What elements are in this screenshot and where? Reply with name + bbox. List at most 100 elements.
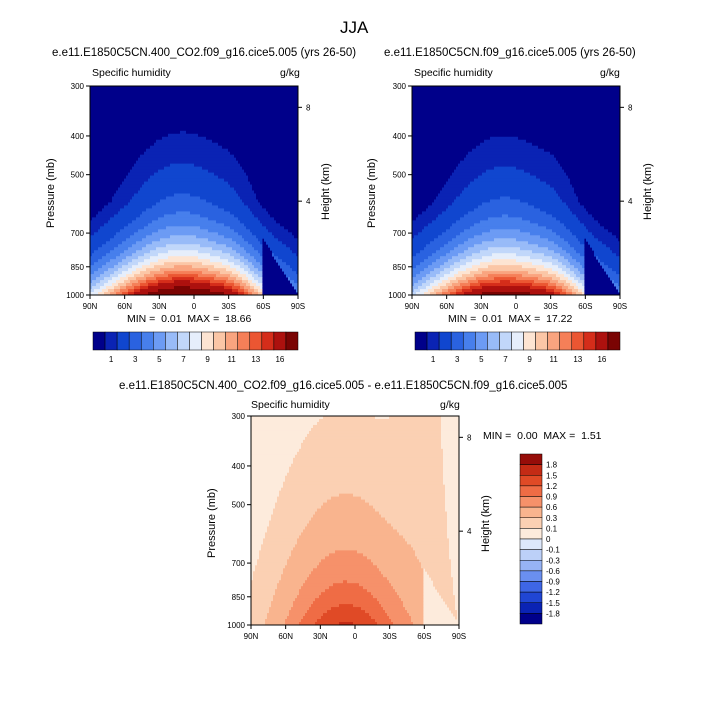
panel1-ytick-500: 500: [71, 171, 85, 180]
panel3-colorbar-label--0.1: -0.1: [546, 546, 560, 555]
panel2-colorbar-box: [548, 332, 560, 350]
panel2-colorbar-box: [415, 332, 427, 350]
panel2-colorbar-label-1: 1: [431, 355, 436, 364]
panel3-xtick-30N: 30N: [313, 632, 328, 641]
panel2-colorbar-box: [451, 332, 463, 350]
panel3-chart: 90N 60N 30N 0 30S 60S 90S300400500700850100084…: [227, 412, 560, 641]
panel3-ytick-1000: 1000: [227, 621, 245, 630]
panel3-ytick-500: 500: [232, 501, 246, 510]
panel2-colorbar-label-13: 13: [573, 355, 582, 364]
panel3-minmax: MIN = 0.00 MAX = 1.51: [483, 430, 602, 442]
panel3-colorbar-box: [520, 486, 542, 497]
panel2-max-label: MAX =: [508, 313, 540, 325]
panel1-ytick-300: 300: [71, 82, 85, 91]
panel1-minmax: MIN = 0.01 MAX = 18.66: [127, 313, 251, 325]
panel1-min-value: 0.01: [161, 313, 181, 325]
panel2-min-value: 0.01: [482, 313, 502, 325]
panel1-colorbar-box: [274, 332, 286, 350]
panel3-xtick-60S: 60S: [417, 632, 431, 641]
panel3-rtick-4: 4: [467, 527, 472, 536]
panel1-colorbar-label-7: 7: [181, 355, 186, 364]
panel2-colorbar-label-16: 16: [597, 355, 606, 364]
panel1-xtick-30S: 30S: [222, 302, 236, 311]
panel3-colorbar-label-0: 0: [546, 535, 551, 544]
panel1-xtick-30N: 30N: [152, 302, 167, 311]
panel1-colorbar-box: [177, 332, 189, 350]
panel1-xtick-0: 0: [192, 302, 197, 311]
panel3-ytick-850: 850: [232, 593, 246, 602]
panel1-colorbar-label-11: 11: [228, 355, 237, 364]
panel2-colorbar-label-5: 5: [479, 355, 484, 364]
panel1-colorbar-box: [250, 332, 262, 350]
panel1-xtick-60S: 60S: [256, 302, 270, 311]
panel1-xtick-90S: 90S: [291, 302, 305, 311]
panel3-ytick-400: 400: [232, 462, 246, 471]
panel2-ytick-700: 700: [393, 229, 407, 238]
panel3-max-value: 1.51: [581, 430, 601, 442]
panel1-colorbar-box: [93, 332, 105, 350]
panel1-colorbar-box: [189, 332, 201, 350]
panel2-colorbar-box: [499, 332, 511, 350]
panel2-rtick-8: 8: [628, 103, 633, 112]
panel2-colorbar-box: [463, 332, 475, 350]
panel3-colorbar-label--0.6: -0.6: [546, 567, 560, 576]
panel3-colorbar-box: [520, 613, 542, 624]
panel2-xtick-60N: 60N: [439, 302, 454, 311]
panel1-colorbar-box: [153, 332, 165, 350]
panel3-colorbar-box: [520, 603, 542, 614]
panel2-colorbar-box: [475, 332, 487, 350]
panel2-xtick-60S: 60S: [578, 302, 592, 311]
panel3-ytick-300: 300: [232, 412, 246, 421]
panel2-rtick-4: 4: [628, 197, 633, 206]
panel2-colorbar-box: [427, 332, 439, 350]
panel2-min-label: MIN =: [448, 313, 476, 325]
panel1-colorbar-box: [286, 332, 298, 350]
panel3-left-label: Specific humidity: [251, 399, 330, 411]
panel1-colorbar-label-1: 1: [109, 355, 114, 364]
panel3-min-label: MIN =: [483, 430, 511, 442]
panel3-colorbar-label--1.2: -1.2: [546, 588, 560, 597]
panel3-colorbar-label-1.8: 1.8: [546, 461, 558, 470]
panel2-colorbar-box: [511, 332, 523, 350]
panel3-colorbar-label-0.1: 0.1: [546, 524, 558, 533]
panel2-ylabel-right: Height (km): [642, 163, 654, 220]
panel2-colorbar-label-11: 11: [550, 355, 559, 364]
panel2-colorbar-box: [572, 332, 584, 350]
panel3-colorbar-label-0.6: 0.6: [546, 503, 558, 512]
panel2-ytick-1000: 1000: [388, 291, 406, 300]
panel2-xtick-0: 0: [514, 302, 519, 311]
panel1-colorbar-box: [141, 332, 153, 350]
panel2-ytick-300: 300: [393, 82, 407, 91]
panel1-max-label: MAX =: [187, 313, 219, 325]
panel1-colorbar-box: [202, 332, 214, 350]
panel1-colorbar-box: [165, 332, 177, 350]
panel3-ytick-700: 700: [232, 559, 246, 568]
panel3-title: e.e11.E1850C5CN.400_CO2.f09_g16.cice5.00…: [119, 380, 567, 392]
panel3-colorbar-label--1.8: -1.8: [546, 609, 560, 618]
panel3-colorbar-box: [520, 539, 542, 550]
panel3-colorbar-box: [520, 518, 542, 529]
panel1-colorbar-label-13: 13: [251, 355, 260, 364]
panel2-xtick-30S: 30S: [544, 302, 558, 311]
panel2-title: e.e11.E1850C5CN.f09_g16.cice5.005 (yrs 2…: [384, 47, 636, 59]
panel2-colorbar-box: [608, 332, 620, 350]
panel1-colorbar-label-5: 5: [157, 355, 162, 364]
panel2-max-value: 17.22: [546, 313, 572, 325]
panel3-min-value: 0.00: [517, 430, 537, 442]
panel3-colorbar-box: [520, 582, 542, 593]
panel1-xtick-90N: 90N: [83, 302, 98, 311]
panel3-colorbar-box: [520, 465, 542, 476]
panel1-plot: 90N 60N 30N 0 30S 60S 90S300400500700850100084…: [0, 0, 713, 714]
panel2-minmax: MIN = 0.01 MAX = 17.22: [448, 313, 572, 325]
panel1-rtick-8: 8: [306, 103, 311, 112]
panel3-colorbar-box: [520, 571, 542, 582]
panel1-colorbar-label-16: 16: [275, 355, 284, 364]
panel3-xtick-90N: 90N: [244, 632, 259, 641]
panel2-colorbar-label-7: 7: [503, 355, 508, 364]
panel1-colorbar-box: [117, 332, 129, 350]
panel3-colorbar-box: [520, 507, 542, 518]
panel1-xtick-60N: 60N: [117, 302, 132, 311]
panel3-colorbar-label-0.3: 0.3: [546, 514, 558, 523]
panel2-ytick-500: 500: [393, 171, 407, 180]
panel3-ylabel-right: Height (km): [480, 495, 492, 552]
